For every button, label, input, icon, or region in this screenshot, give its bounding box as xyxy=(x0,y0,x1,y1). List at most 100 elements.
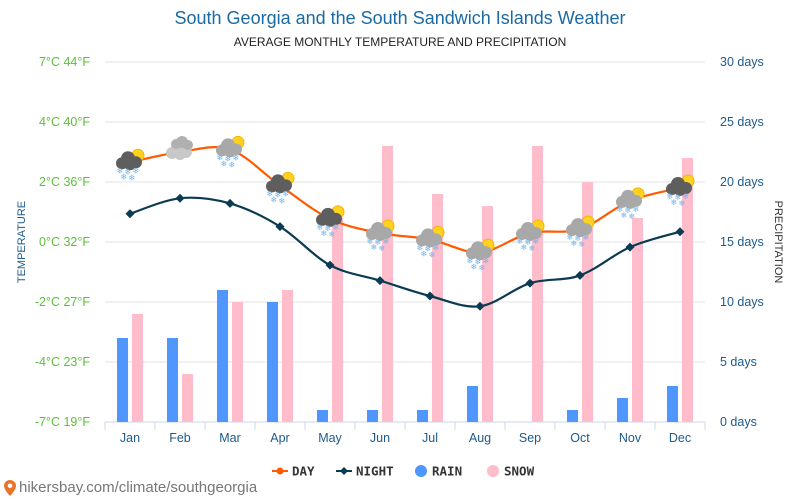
snowflake-icon: ❄ xyxy=(529,244,536,253)
snowflake-icon: ❄ xyxy=(221,159,228,168)
cloud-part xyxy=(574,225,586,238)
snowflake-icon: ❄ xyxy=(517,237,524,246)
rain-bar xyxy=(567,410,578,422)
snowflake-icon: ❄ xyxy=(133,166,140,175)
x-tick-label: Jun xyxy=(370,431,390,445)
right-tick-label: 20 days xyxy=(720,175,764,189)
footer-link[interactable]: hikersbay.com/climate/southgeorgia xyxy=(4,479,257,496)
snow-bar xyxy=(532,146,543,422)
snow-bar xyxy=(682,158,693,422)
snowflake-icon: ❄ xyxy=(321,229,328,238)
snowflake-icon: ❄ xyxy=(533,237,540,246)
night-point xyxy=(275,222,285,232)
cloud-icon xyxy=(516,222,542,241)
cloud-icon xyxy=(416,228,442,248)
night-point xyxy=(625,242,635,252)
cloud-icon xyxy=(566,218,592,238)
snowflake-icon: ❄ xyxy=(275,190,282,199)
snowflake-icon: ❄ xyxy=(629,212,636,221)
cloud-icon xyxy=(266,174,292,194)
rain-bar xyxy=(117,338,128,422)
legend-item-night[interactable]: NIGHT xyxy=(336,464,394,479)
snowflake-icon: ❄ xyxy=(571,239,578,248)
night-point xyxy=(225,198,235,208)
snow-sun-icon: ❄ ❄ ❄❄ ❄ xyxy=(416,225,445,259)
snow-bar xyxy=(132,314,143,422)
rain-bar xyxy=(667,386,678,422)
snow-sun-dark-icon: ❄ ❄ ❄❄ ❄ xyxy=(116,148,145,182)
cloud-part xyxy=(124,158,136,171)
legend-item-snow[interactable]: SNOW xyxy=(487,464,535,479)
snowflake-icon: ❄ xyxy=(271,195,278,204)
night-point xyxy=(175,193,185,203)
legend-item-rain[interactable]: RAIN xyxy=(415,464,462,479)
footer-text: hikersbay.com/climate/southgeorgia xyxy=(19,479,258,496)
x-tick-label: Jan xyxy=(120,431,140,445)
x-tick-label: Sep xyxy=(519,431,541,445)
legend-marker xyxy=(487,465,499,477)
cloudy-icon xyxy=(166,136,193,160)
cloud-icon xyxy=(616,189,642,209)
night-point xyxy=(425,291,435,301)
left-tick-label: 7°C 44°F xyxy=(39,55,90,69)
cloud-part xyxy=(174,148,186,160)
snow-bar xyxy=(482,206,493,422)
rain-bar xyxy=(317,410,328,422)
cloud-icon xyxy=(166,136,193,160)
night-point xyxy=(675,227,685,237)
snowflake-icon: ❄ xyxy=(671,198,678,207)
cloud-icon xyxy=(216,138,242,158)
snow-bar xyxy=(332,218,343,422)
snowflake-icon: ❄ xyxy=(267,189,274,198)
snow-bar xyxy=(632,218,643,422)
snowflake-icon: ❄ xyxy=(129,173,136,182)
legend-item-day[interactable]: DAY xyxy=(272,464,315,479)
snow-sun-icon: ❄ ❄ ❄❄ ❄ xyxy=(466,238,495,272)
snow-sun-icon: ❄ ❄ ❄❄ ❄ xyxy=(566,215,595,249)
snowflake-icon: ❄ xyxy=(471,262,478,271)
snowflake-icon: ❄ xyxy=(475,257,482,266)
snowflake-icon: ❄ xyxy=(225,154,232,163)
snow-bar xyxy=(232,302,243,422)
snowflake-icon: ❄ xyxy=(217,153,224,162)
cloud-part xyxy=(274,181,286,194)
rain-bar xyxy=(617,398,628,422)
snowflake-icon: ❄ xyxy=(121,172,128,181)
snowflake-icon: ❄ xyxy=(617,205,624,214)
left-tick-label: 4°C 40°F xyxy=(39,115,90,129)
cloud-part xyxy=(674,184,686,196)
snowflake-icon: ❄ xyxy=(325,224,332,233)
snowflake-icon: ❄ xyxy=(425,244,432,253)
rain-bar xyxy=(167,338,178,422)
snow-sun-icon: ❄ ❄ ❄❄ ❄ xyxy=(366,219,395,253)
snowflake-icon: ❄ xyxy=(679,199,686,208)
snowflake-icon: ❄ xyxy=(579,240,586,249)
snowflake-icon: ❄ xyxy=(329,230,336,239)
snowflake-icon: ❄ xyxy=(633,205,640,214)
rain-bar xyxy=(217,290,228,422)
x-tick-label: Mar xyxy=(219,431,241,445)
night-point xyxy=(325,260,335,270)
right-tick-label: 0 days xyxy=(720,415,757,429)
cloud-part xyxy=(374,229,386,241)
snowflake-icon: ❄ xyxy=(467,256,474,265)
rain-bar xyxy=(367,410,378,422)
cloud-icon xyxy=(366,222,392,241)
legend: DAY NIGHT RAIN SNOW xyxy=(272,464,535,479)
snowflake-icon: ❄ xyxy=(525,238,532,247)
cloud-icon xyxy=(666,177,692,196)
snowflake-icon: ❄ xyxy=(333,223,340,232)
snow-bar xyxy=(582,182,593,422)
snowflake-icon: ❄ xyxy=(479,263,486,272)
rain-bar xyxy=(267,302,278,422)
rain-bar xyxy=(417,410,428,422)
cloud-icon xyxy=(466,241,492,261)
cloud-part xyxy=(474,248,486,261)
legend-label: RAIN xyxy=(432,464,462,479)
snowflake-icon: ❄ xyxy=(233,153,240,162)
cloud-part xyxy=(224,145,236,158)
snow-bar xyxy=(282,290,293,422)
right-tick-label: 25 days xyxy=(720,115,764,129)
snowflake-icon: ❄ xyxy=(417,243,424,252)
